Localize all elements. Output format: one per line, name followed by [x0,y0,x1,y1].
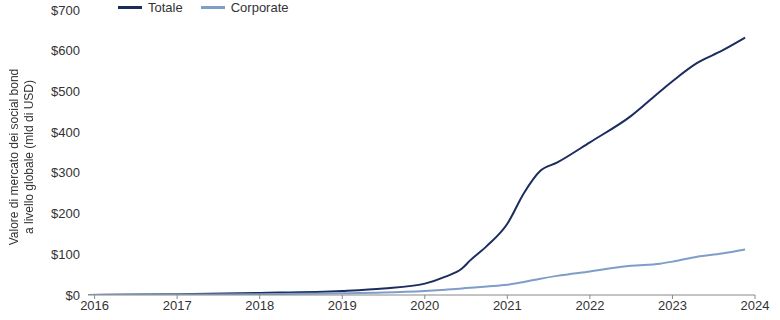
svg-text:2016: 2016 [80,298,109,313]
html-text:a livello globale (mld di USD): a livello globale (mld di USD) [22,80,36,234]
svg-text:$200: $200 [51,206,80,221]
svg-text:2017: 2017 [163,298,192,313]
svg-text:$300: $300 [51,165,80,180]
svg-text:2022: 2022 [575,298,604,313]
svg-text:$700: $700 [51,3,80,18]
svg-text:$500: $500 [51,84,80,99]
svg-text:2024: 2024 [741,298,770,313]
svg-text:$100: $100 [51,247,80,262]
svg-text:$0: $0 [66,288,80,303]
svg-text:$400: $400 [51,125,80,140]
html-text:Totale: Totale [148,0,183,15]
svg-text:2023: 2023 [658,298,687,313]
svg-text:2020: 2020 [410,298,439,313]
svg-text:2019: 2019 [328,298,357,313]
svg-text:2018: 2018 [245,298,274,313]
html-text:Valore di mercato dei social b: Valore di mercato dei social bond [7,68,21,246]
svg-text:2021: 2021 [493,298,522,313]
html-text:Corporate: Corporate [230,0,289,15]
svg-text:$600: $600 [51,43,80,58]
